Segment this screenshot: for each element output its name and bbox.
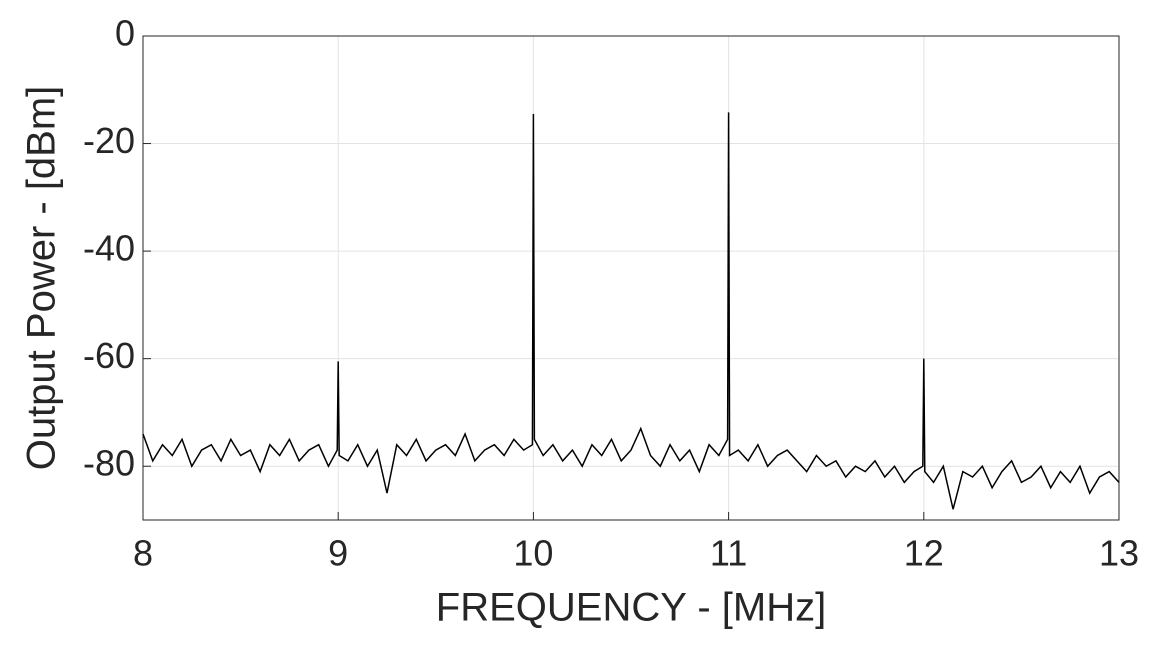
- y-tick-label: -80: [83, 443, 135, 484]
- x-tick-label: 11: [710, 533, 747, 574]
- x-tick-label: 8: [133, 533, 153, 574]
- y-tick-label: -40: [83, 228, 135, 269]
- y-tick-label: 0: [115, 13, 135, 54]
- x-tick-label: 10: [513, 533, 553, 574]
- x-tick-label: 13: [1099, 533, 1139, 574]
- plot-area: [143, 36, 1119, 520]
- x-axis-label: FREQUENCY - [MHz]: [436, 586, 826, 630]
- y-tick-label: -20: [83, 120, 135, 161]
- y-axis-label: Output Power - [dBm]: [20, 86, 64, 471]
- spectrum-line: [142, 112, 1120, 510]
- x-tick-label: 9: [328, 533, 348, 574]
- y-tick-label: -60: [83, 335, 135, 376]
- axes-box: [142, 35, 1120, 521]
- x-tick-label: 12: [904, 533, 944, 574]
